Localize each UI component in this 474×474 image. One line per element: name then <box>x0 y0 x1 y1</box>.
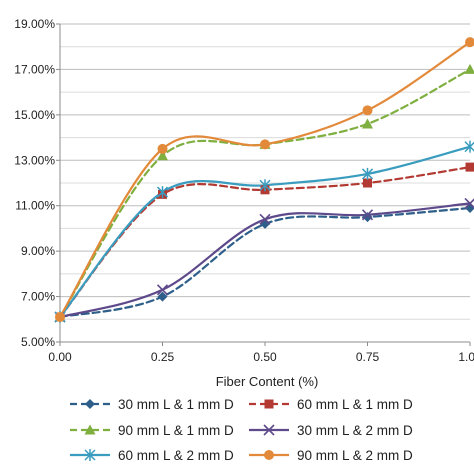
data-point <box>362 118 373 129</box>
x-tick-label: 0.50 <box>253 350 277 364</box>
legend-marker <box>263 424 275 436</box>
y-tick-label: 15.00% <box>14 108 55 122</box>
data-point <box>157 291 168 302</box>
legend-label: 60 mm L & 1 mm D <box>297 397 413 412</box>
legend-label: 30 mm L & 1 mm D <box>118 397 234 412</box>
y-axis-tick-labels: 5.00% 7.00% 9.00% 11.00% 13.00% 15.00% 17.00% 1… <box>14 17 55 349</box>
data-point <box>362 105 373 116</box>
series-markers <box>54 37 474 324</box>
data-point <box>259 213 271 225</box>
y-tick-label: 17.00% <box>14 62 55 76</box>
legend-entry: 30 mm L & 1 mm D <box>70 397 234 412</box>
y-tick-label: 5.00% <box>21 335 55 349</box>
series-line-5 <box>58 145 472 319</box>
data-point <box>464 140 474 153</box>
data-point <box>464 63 474 74</box>
y-tick-label: 11.00% <box>15 199 55 213</box>
data-point <box>259 179 271 192</box>
series-line-6 <box>58 41 472 319</box>
data-point <box>465 37 474 48</box>
legend-label: 60 mm L & 2 mm D <box>118 448 234 463</box>
legend-label: 90 mm L & 2 mm D <box>297 448 413 463</box>
x-axis-tick-labels: 0.00 0.25 0.50 0.75 1.00 <box>48 350 474 364</box>
legend-marker <box>264 450 274 460</box>
data-point <box>361 209 374 221</box>
x-tick-label: 0.25 <box>151 350 175 364</box>
x-tick-label: 0.75 <box>356 350 380 364</box>
data-point <box>260 139 270 150</box>
y-tick-label: 13.00% <box>14 153 55 167</box>
data-point <box>157 143 168 154</box>
data-point <box>363 178 372 188</box>
legend-marker <box>85 399 95 409</box>
legend-entry: 30 mm L & 2 mm D <box>249 423 413 438</box>
data-point <box>156 186 169 199</box>
legend-marker <box>84 449 96 461</box>
data-point <box>465 162 474 172</box>
legend-entry: 60 mm L & 2 mm D <box>70 448 234 463</box>
data-point <box>464 197 474 210</box>
y-tick-label: 7.00% <box>21 290 55 304</box>
y-tick-label: 19.00% <box>14 17 55 31</box>
data-point <box>361 167 374 180</box>
legend-marker <box>264 399 274 409</box>
legend-marker <box>84 424 96 435</box>
x-axis-label: Fiber Content (%) <box>216 374 319 389</box>
y-tick-label: 9.00% <box>21 244 55 258</box>
legend-entry: 90 mm L & 1 mm D <box>70 423 234 438</box>
data-point <box>362 212 373 223</box>
legend-label: 30 mm L & 2 mm D <box>297 423 413 438</box>
axes <box>56 23 471 346</box>
data-point <box>156 284 169 296</box>
legend-entry: 90 mm L & 2 mm D <box>249 448 413 463</box>
x-tick-label: 0.00 <box>48 350 72 364</box>
data-point <box>157 150 168 161</box>
x-tick-label: 1.00 <box>458 350 474 364</box>
legend: 30 mm L & 1 mm D 60 mm L & 1 mm D 90 mm L … <box>70 397 413 463</box>
data-point <box>55 312 65 323</box>
legend-entry: 60 mm L & 1 mm D <box>249 397 413 412</box>
legend-label: 90 mm L & 1 mm D <box>118 423 234 438</box>
